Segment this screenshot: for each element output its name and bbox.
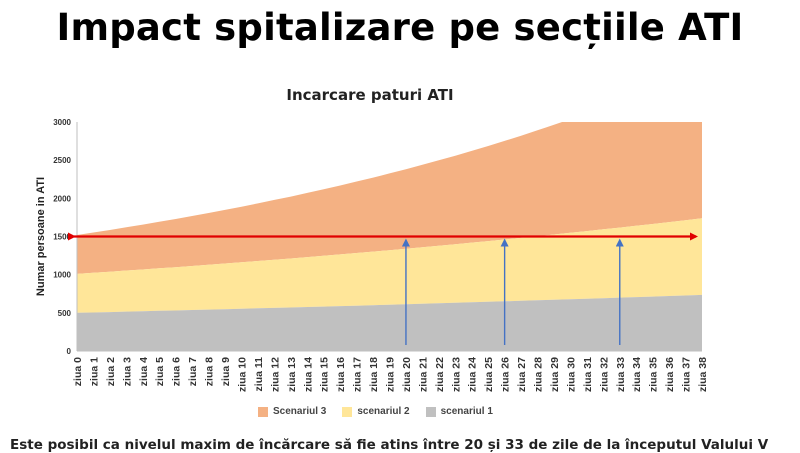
y-axis-label: Numar persoane in ATI bbox=[35, 177, 47, 296]
x-tick-label: ziua 37 bbox=[681, 357, 693, 392]
x-tick-label: ziua 38 bbox=[697, 357, 709, 392]
x-tick-label: ziua 31 bbox=[582, 357, 594, 392]
x-tick-label: ziua 34 bbox=[631, 357, 643, 392]
legend-swatch bbox=[342, 406, 353, 417]
slide-title: Impact spitalizare pe secțiile ATI bbox=[56, 6, 744, 49]
y-tick-label: 2000 bbox=[53, 194, 71, 203]
x-tick-label: ziua 22 bbox=[434, 357, 446, 392]
x-tick-label: ziua 24 bbox=[467, 357, 479, 392]
x-tick-label: ziua 20 bbox=[401, 357, 413, 392]
x-tick-label: ziua 23 bbox=[450, 357, 462, 392]
x-tick-label: ziua 28 bbox=[533, 357, 545, 392]
footer-text: Este posibil ca nivelul maxim de încărca… bbox=[10, 437, 769, 453]
x-tick-label: ziua 27 bbox=[516, 357, 528, 392]
x-tick-label: ziua 9 bbox=[220, 357, 232, 386]
x-tick-label: ziua 36 bbox=[664, 357, 676, 392]
chart-legend: Scenariul 3 scenariul 2 scenariul 1 bbox=[258, 406, 493, 417]
x-tick-label: ziua 25 bbox=[483, 357, 495, 392]
x-tick-label: ziua 35 bbox=[648, 357, 660, 392]
legend-label: scenariul 2 bbox=[357, 406, 410, 417]
x-tick-label: ziua 30 bbox=[565, 357, 577, 392]
x-tick-label: ziua 12 bbox=[269, 357, 281, 392]
x-tick-label: ziua 11 bbox=[253, 357, 265, 392]
legend-item-scenariul-3: Scenariul 3 bbox=[258, 406, 326, 417]
x-tick-label: ziua 15 bbox=[319, 357, 331, 392]
x-tick-label: ziua 33 bbox=[615, 357, 627, 392]
x-tick-label: ziua 17 bbox=[352, 357, 364, 392]
legend-item-scenariul-2: scenariul 2 bbox=[342, 406, 410, 417]
legend-swatch bbox=[425, 406, 436, 417]
legend-item-scenariul-1: scenariul 1 bbox=[425, 406, 493, 417]
y-tick-label: 1500 bbox=[53, 233, 71, 242]
y-tick-label: 2500 bbox=[53, 156, 71, 165]
x-tick-label: ziua 18 bbox=[368, 357, 380, 392]
x-tick-label: ziua 10 bbox=[237, 357, 249, 392]
y-tick-label: 0 bbox=[67, 347, 72, 356]
legend-swatch bbox=[258, 406, 268, 417]
x-tick-label: ziua 1 bbox=[88, 357, 100, 386]
y-tick-label: 1000 bbox=[53, 271, 71, 280]
x-tick-label: ziua 5 bbox=[154, 357, 166, 386]
area-scenariul-2 bbox=[77, 218, 702, 313]
x-tick-label: ziua 6 bbox=[171, 357, 183, 386]
x-tick-label: ziua 3 bbox=[121, 357, 133, 386]
x-tick-label: ziua 19 bbox=[385, 357, 397, 392]
x-tick-label: ziua 21 bbox=[417, 357, 429, 392]
x-tick-label: ziua 7 bbox=[187, 357, 199, 386]
x-tick-label: ziua 13 bbox=[286, 357, 298, 392]
chart-title: Incarcare paturi ATI bbox=[286, 86, 454, 104]
legend-label: scenariul 1 bbox=[440, 406, 493, 417]
x-tick-label: ziua 4 bbox=[138, 357, 150, 386]
x-tick-label: ziua 2 bbox=[105, 357, 117, 386]
x-tick-label: ziua 29 bbox=[549, 357, 561, 392]
x-tick-label: ziua 0 bbox=[72, 357, 84, 386]
x-tick-label: ziua 14 bbox=[302, 357, 314, 392]
area-scenariul-1 bbox=[77, 294, 702, 351]
y-tick-label: 500 bbox=[58, 309, 72, 318]
x-tick-label: ziua 26 bbox=[500, 357, 512, 392]
y-tick-label: 3000 bbox=[53, 118, 71, 127]
legend-label: Scenariul 3 bbox=[273, 406, 327, 417]
x-tick-label: ziua 8 bbox=[204, 357, 216, 386]
x-tick-label: ziua 32 bbox=[598, 357, 610, 392]
x-tick-label: ziua 16 bbox=[335, 357, 347, 392]
